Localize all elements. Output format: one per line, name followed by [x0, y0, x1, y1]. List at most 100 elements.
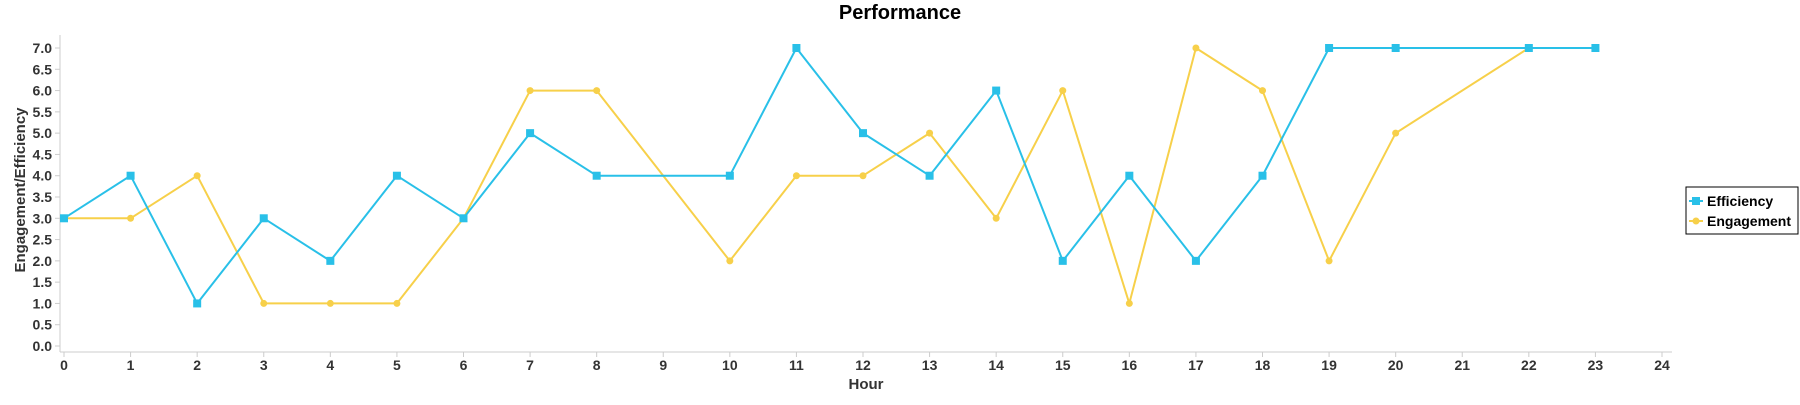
efficiency-point [925, 171, 934, 180]
legend-item-efficiency: Efficiency [1689, 193, 1773, 209]
engagement-point [926, 129, 934, 137]
x-tick-label: 11 [789, 357, 804, 373]
engagement-point [992, 214, 1000, 222]
series-engagement [60, 44, 1533, 307]
engagement-point [393, 299, 401, 307]
efficiency-point [1524, 44, 1533, 52]
x-tick-label: 19 [1321, 357, 1337, 373]
x-tick-label: 18 [1255, 357, 1271, 373]
efficiency-point [259, 214, 268, 223]
x-tick-label: 2 [193, 357, 201, 373]
efficiency-point [859, 129, 867, 138]
efficiency-point [1325, 44, 1334, 52]
efficiency-point [126, 171, 135, 180]
y-tick-label: 5.0 [33, 125, 53, 141]
x-tick-label: 14 [988, 357, 1004, 373]
engagement-point [1392, 129, 1400, 137]
y-tick-label: 1.5 [33, 274, 53, 290]
y-tick-label: 7.0 [33, 40, 53, 56]
x-tick-label: 12 [855, 357, 871, 373]
legend-label: Engagement [1707, 213, 1791, 229]
efficiency-line [63, 47, 1596, 305]
x-tick-label: 21 [1454, 357, 1470, 373]
engagement-point [1125, 299, 1133, 307]
efficiency-point [392, 171, 401, 180]
y-tick-label: 2.5 [33, 232, 53, 248]
efficiency-point [725, 171, 734, 180]
legend-label: Efficiency [1707, 193, 1773, 209]
efficiency-point [592, 171, 601, 180]
x-tick-label: 7 [526, 357, 534, 373]
engagement-point [792, 172, 800, 180]
efficiency-point [526, 129, 535, 138]
y-tick-label: 3.0 [33, 210, 53, 226]
efficiency-point [1391, 44, 1400, 52]
chart-title: Performance [839, 2, 961, 24]
x-tick-label: 10 [722, 357, 738, 373]
series-efficiency [60, 44, 1600, 308]
x-tick-label: 13 [922, 357, 938, 373]
engagement-point [260, 299, 268, 307]
x-tick-label: 9 [659, 357, 667, 373]
engagement-point [127, 214, 135, 222]
x-tick-label: 17 [1188, 357, 1204, 373]
engagement-point [526, 87, 534, 95]
y-tick-label: 6.5 [33, 61, 53, 77]
engagement-point [1259, 87, 1266, 95]
engagement-point [1059, 87, 1067, 95]
y-tick-label: 4.5 [33, 146, 53, 162]
efficiency-point [1258, 171, 1267, 180]
efficiency-point [193, 299, 202, 308]
engagement-point [193, 172, 201, 180]
y-tick-label: 0.0 [33, 338, 53, 354]
x-tick-label: 1 [127, 357, 135, 373]
engagement-point [1192, 44, 1200, 52]
x-tick-label: 4 [326, 357, 334, 373]
y-axis-label: Engagement/Efficiency [12, 107, 29, 273]
efficiency-point [326, 256, 335, 265]
x-tick-label: 24 [1654, 357, 1670, 373]
efficiency-point [1125, 171, 1134, 180]
x-tick-label: 15 [1055, 357, 1071, 373]
x-tick-label: 3 [260, 357, 268, 373]
x-tick-label: 20 [1388, 357, 1404, 373]
engagement-point [593, 87, 601, 95]
x-tick-label: 5 [393, 357, 401, 373]
y-tick-label: 3.5 [33, 189, 53, 205]
x-tick-label: 8 [593, 357, 601, 373]
legend-marker [1692, 197, 1700, 205]
efficiency-point [992, 86, 1001, 95]
y-tick-label: 4.0 [33, 168, 53, 184]
axes: 0.0 0.5 1.0 1.5 2.0 2.5 3.0 3.5 4.0 4.5 5.0 5.5 6.0 6… [33, 35, 1672, 373]
y-tick-label: 2.0 [33, 253, 53, 269]
x-tick-label: 16 [1122, 357, 1138, 373]
efficiency-point [459, 214, 468, 223]
engagement-point [859, 172, 867, 180]
legend-item-engagement: Engagement [1689, 213, 1791, 229]
x-tick-label: 22 [1521, 357, 1537, 373]
efficiency-point [60, 214, 68, 223]
x-axis-label: Hour [849, 376, 884, 393]
efficiency-point [1591, 44, 1600, 52]
engagement-point [1325, 257, 1333, 265]
efficiency-point [792, 44, 801, 52]
x-axis-ticks: 0 1 2 3 4 5 6 7 8 9 10 11 12 13 14 15 16 17 18 19 20 21 22 23 24 [60, 352, 1670, 373]
x-tick-label: 6 [460, 357, 468, 373]
y-tick-label: 5.5 [33, 104, 53, 120]
x-tick-label: 0 [60, 357, 68, 373]
y-tick-label: 0.5 [33, 317, 53, 333]
efficiency-point [1058, 256, 1067, 265]
legend-box [1685, 186, 1799, 235]
efficiency-point [1191, 256, 1200, 265]
y-axis-ticks: 0.0 0.5 1.0 1.5 2.0 2.5 3.0 3.5 4.0 4.5 5.0 5.5 6.0 6… [33, 40, 60, 354]
engagement-point [726, 257, 734, 265]
x-tick-label: 23 [1588, 357, 1604, 373]
legend-items: Efficiency Engagement [1689, 193, 1791, 229]
y-tick-label: 1.0 [33, 295, 53, 311]
legend: Efficiency Engagement [1685, 186, 1799, 235]
y-tick-label: 6.0 [33, 83, 53, 99]
series-layer [60, 44, 1600, 308]
legend-marker [1692, 217, 1700, 225]
